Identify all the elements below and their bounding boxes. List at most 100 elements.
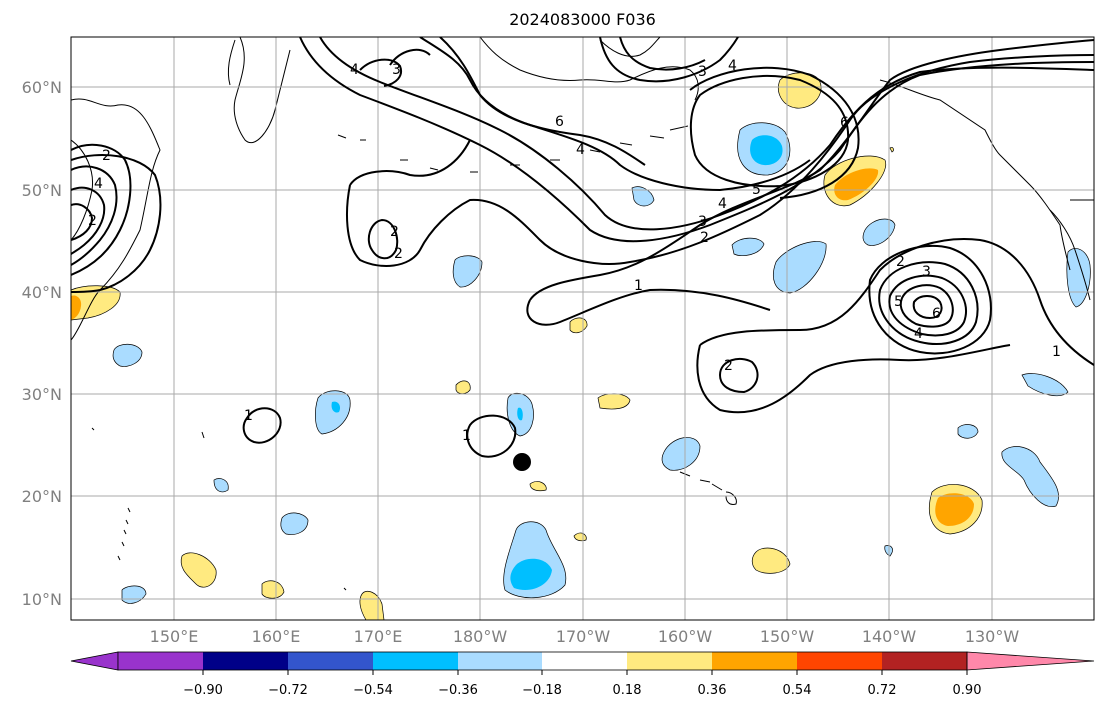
negative-anomaly-region bbox=[280, 512, 309, 535]
lon-label: 170°E bbox=[354, 627, 403, 646]
colorbar-tick-label: −0.18 bbox=[522, 683, 562, 698]
contour-label: 3 bbox=[698, 214, 707, 230]
contour-2 bbox=[868, 244, 992, 355]
contour-label: 6 bbox=[555, 114, 564, 130]
contour-label: 4 bbox=[728, 58, 737, 74]
contour-5 bbox=[419, 37, 811, 192]
map-title: 2024083000 F036 bbox=[509, 10, 656, 29]
contour-4 bbox=[359, 58, 402, 87]
north-america-coastline bbox=[1049, 199, 1094, 301]
positive-anomaly-region bbox=[889, 147, 894, 153]
contour-label: 1 bbox=[634, 278, 643, 294]
colorbar-tick-label: 0.54 bbox=[783, 683, 812, 698]
contour-label: 2 bbox=[700, 230, 709, 246]
positive-anomaly-region bbox=[455, 380, 471, 395]
lat-label: 10°N bbox=[22, 590, 62, 609]
colorbar-tick-label: 0.90 bbox=[953, 683, 982, 698]
colorbar-tick-label: −0.90 bbox=[183, 683, 223, 698]
negative-anomaly-core bbox=[331, 401, 341, 413]
alaska-coastline bbox=[479, 37, 699, 101]
colorbar-segment bbox=[882, 652, 967, 670]
positive-anomaly-core bbox=[71, 295, 82, 320]
longitude-labels: 150°E 160°E 170°E 180°W 170°W 160°W 150°… bbox=[150, 627, 1020, 646]
lat-lon-grid bbox=[71, 37, 1094, 620]
contour-5 bbox=[71, 203, 94, 241]
contour-1 bbox=[696, 344, 1011, 414]
positive-anomaly-core bbox=[935, 493, 974, 526]
lat-label: 30°N bbox=[22, 385, 62, 404]
negative-anomaly-region bbox=[1021, 373, 1069, 397]
colorbar-extend-right bbox=[966, 651, 1095, 671]
lat-label: 60°N bbox=[22, 78, 62, 97]
contour-label: 2 bbox=[390, 224, 399, 240]
colorbar-tick-label: −0.36 bbox=[438, 683, 478, 698]
contour-6 bbox=[439, 37, 646, 166]
contour-4 bbox=[599, 37, 739, 83]
kamchatka-coastline bbox=[227, 39, 236, 86]
negative-anomaly-core bbox=[750, 135, 783, 166]
negative-anomaly-region bbox=[631, 186, 655, 207]
lon-label: 160°W bbox=[658, 627, 713, 646]
negative-anomaly-core bbox=[510, 558, 552, 590]
contour-label: 4 bbox=[914, 326, 923, 342]
latitude-labels: 60°N 50°N 40°N 30°N 20°N 10°N bbox=[22, 78, 62, 609]
colorbar-segment bbox=[373, 652, 458, 670]
colorbar-segment bbox=[797, 652, 882, 670]
colorbar-tick-labels: −0.90 −0.72 −0.54 −0.36 −0.18 0.18 0.36 … bbox=[183, 683, 981, 698]
colorbar-segment bbox=[203, 652, 288, 670]
contour-3 bbox=[71, 165, 118, 266]
coastlines bbox=[71, 37, 1094, 591]
contour-label: 2 bbox=[896, 254, 905, 270]
contour-3 bbox=[299, 37, 1094, 243]
colorbar-segment bbox=[458, 652, 542, 670]
contour-5 bbox=[689, 66, 860, 199]
lat-label: 20°N bbox=[22, 487, 62, 506]
negative-anomaly-region bbox=[315, 390, 351, 435]
contour-lines bbox=[71, 37, 1094, 458]
negative-anomaly-region bbox=[112, 343, 143, 367]
lon-label: 140°W bbox=[862, 627, 917, 646]
colorbar-tick-label: −0.72 bbox=[268, 683, 308, 698]
negative-anomaly-region bbox=[213, 478, 229, 493]
contour-label: 1 bbox=[462, 428, 471, 444]
contour-3 bbox=[619, 37, 706, 71]
negative-anomaly-core bbox=[517, 407, 523, 421]
contour-6 bbox=[689, 74, 850, 188]
contour-label: 5 bbox=[752, 182, 761, 198]
colorbar-segment bbox=[627, 652, 712, 670]
contour-label-group: 4 3 6 3 4 6 4 5 4 3 2 2 1 2 3 5 4 6 2 1 … bbox=[88, 58, 1061, 444]
lon-label: 170°W bbox=[556, 627, 611, 646]
contour-1 bbox=[71, 154, 162, 293]
contour-4 bbox=[888, 274, 967, 337]
contour-4 bbox=[319, 37, 1094, 231]
contour-1 bbox=[466, 414, 517, 458]
contour-1 bbox=[526, 288, 771, 326]
contour-label: 2 bbox=[88, 213, 97, 229]
colorbar-tick-label: 0.18 bbox=[613, 683, 642, 698]
colorbar-tick-label: −0.54 bbox=[353, 683, 393, 698]
colorbar-tick-label: 0.36 bbox=[698, 683, 727, 698]
contour-label: 6 bbox=[932, 306, 941, 322]
contour-label: 4 bbox=[576, 142, 585, 158]
colorbar-extend-left bbox=[70, 651, 119, 671]
contour-label: 2 bbox=[394, 246, 403, 262]
contour-label: 1 bbox=[1052, 344, 1061, 360]
lon-label: 150°W bbox=[760, 627, 815, 646]
negative-anomaly-region bbox=[731, 237, 765, 257]
alaska-south-coast bbox=[879, 79, 1071, 271]
contour-2 bbox=[71, 143, 132, 276]
positive-anomaly-region bbox=[751, 547, 791, 574]
negative-anomaly-region bbox=[661, 437, 701, 471]
positive-anomaly-core bbox=[834, 168, 879, 201]
positive-anomaly-region bbox=[529, 481, 547, 492]
contour-label: 4 bbox=[350, 62, 359, 78]
contour-4 bbox=[71, 186, 106, 255]
contour-label: 2 bbox=[102, 148, 111, 164]
alaska-coastline bbox=[599, 37, 661, 57]
contour-1 bbox=[242, 407, 282, 444]
positive-anomaly-region bbox=[180, 552, 217, 588]
contour-label: 3 bbox=[922, 264, 931, 280]
contour-label: 5 bbox=[894, 294, 903, 310]
lat-label: 40°N bbox=[22, 283, 62, 302]
